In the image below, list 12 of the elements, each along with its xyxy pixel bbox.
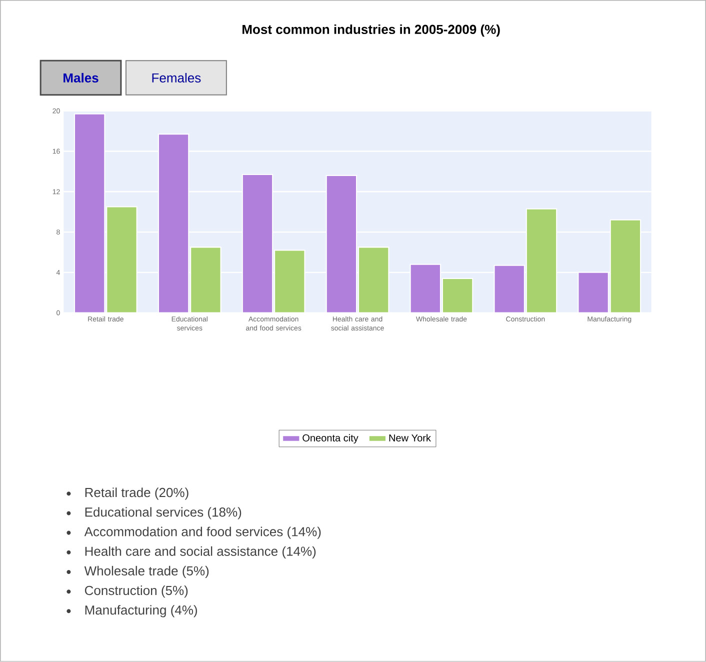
text: Manufacturing (4%) [85, 605, 198, 618]
legend-label: New York [389, 434, 431, 442]
text: Educational services (18%) [85, 507, 242, 520]
text: Females [152, 73, 201, 83]
text: Males [64, 73, 98, 83]
text: Wholesale trade (5%) [84, 566, 209, 578]
text: Retail trade (20%) [85, 488, 188, 500]
text: Construction (5%) [84, 586, 188, 598]
text: Accommodation and food services (14%) [84, 526, 321, 539]
text: Health care and social assistance (14%) [85, 546, 316, 559]
legend-label: Oneonta city [302, 434, 358, 444]
chart-title: Most common industries in 2005-2009 (%) [242, 24, 500, 37]
